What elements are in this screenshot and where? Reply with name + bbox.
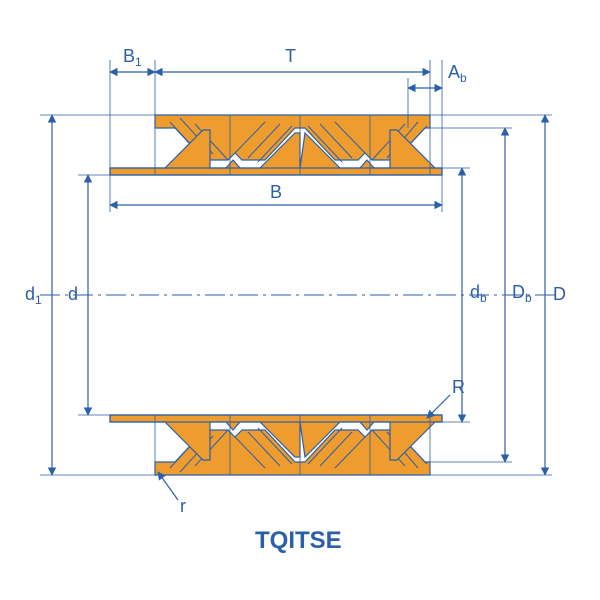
svg-text:db: db (470, 282, 487, 305)
svg-text:d1: d1 (25, 284, 42, 307)
svg-text:r: r (180, 496, 186, 516)
svg-text:D: D (553, 284, 566, 304)
diagram-title: TQITSE (255, 527, 342, 554)
svg-text:d: d (68, 284, 78, 304)
svg-text:T: T (285, 46, 296, 66)
svg-text:B: B (270, 182, 282, 202)
svg-text:B1: B1 (123, 46, 142, 69)
callout-r (158, 472, 178, 500)
bearing-diagram: B1 T Ab B d1 d db Db D R r TQITSE (0, 0, 600, 600)
svg-text:Db: Db (512, 282, 532, 305)
svg-text:R: R (452, 377, 465, 397)
svg-text:Ab: Ab (448, 62, 467, 85)
